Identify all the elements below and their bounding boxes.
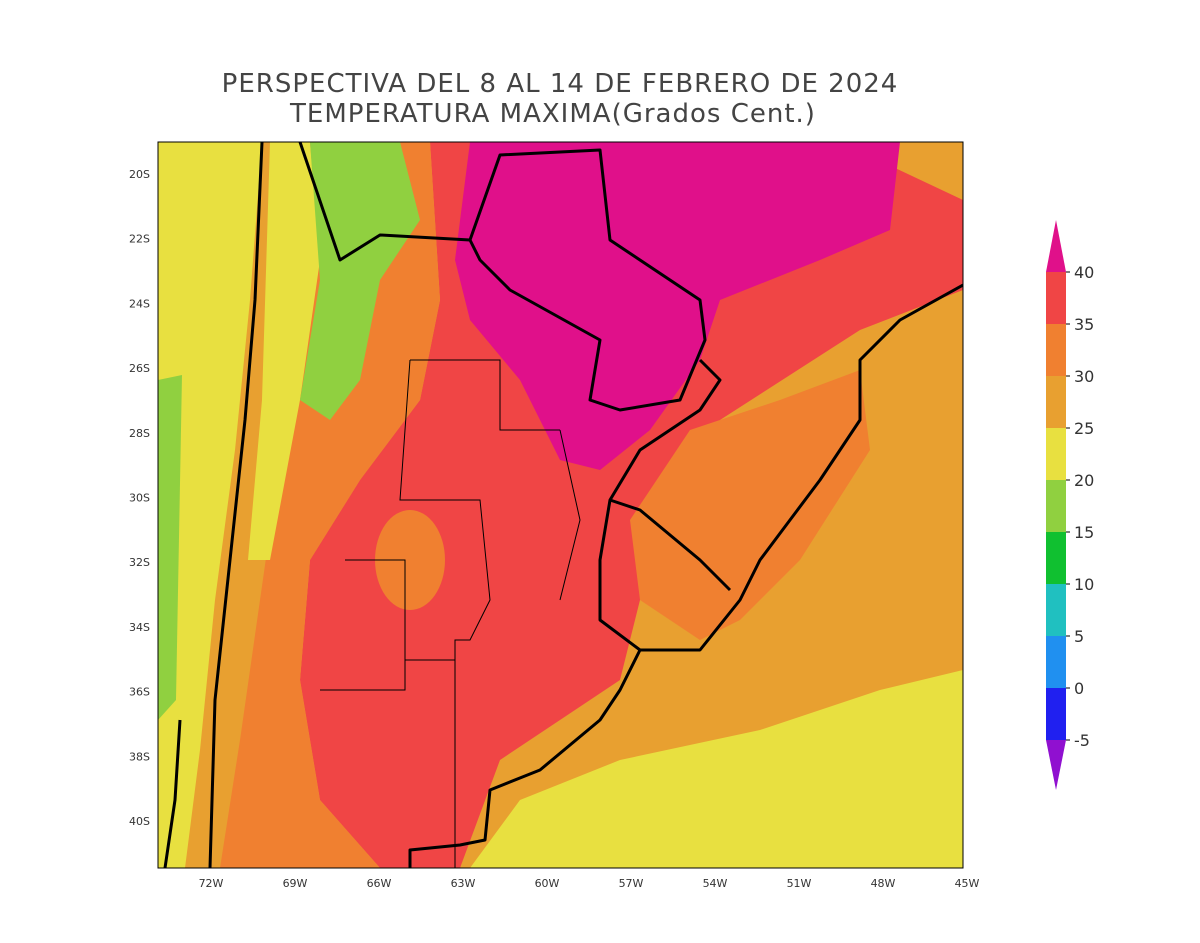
lon-label: 51W <box>787 877 812 890</box>
lat-label: 28S <box>129 427 150 440</box>
lat-label: 40S <box>129 815 150 828</box>
lat-label: 38S <box>129 750 150 763</box>
colorbar-triangle <box>1046 220 1066 272</box>
map-frame <box>157 141 964 869</box>
colorbar-label: -5 <box>1074 731 1090 750</box>
lat-label: 26S <box>129 362 150 375</box>
lon-label: 63W <box>451 877 476 890</box>
colorbar-label: 35 <box>1074 315 1094 334</box>
colorbar-label: 30 <box>1074 367 1094 386</box>
lon-label: 69W <box>283 877 308 890</box>
colorbar-segment <box>1046 272 1066 324</box>
colorbar-segment <box>1046 584 1066 636</box>
colorbar-label: 10 <box>1074 575 1094 594</box>
lat-label: 22S <box>129 233 150 246</box>
colorbar-label: 20 <box>1074 471 1094 490</box>
colorbar-segment <box>1046 532 1066 584</box>
title-line: PERSPECTIVA DEL 8 AL 14 DE FEBRERO DE 20… <box>222 69 899 99</box>
colorbar-segment <box>1046 324 1066 376</box>
lon-label: 54W <box>703 877 728 890</box>
lon-label: 45W <box>955 877 980 890</box>
lat-label: 34S <box>129 621 150 634</box>
colorbar-label: 15 <box>1074 523 1094 542</box>
colorbar-label: 40 <box>1074 263 1094 282</box>
colorbar-segment <box>1046 636 1066 688</box>
lon-label: 66W <box>367 877 392 890</box>
lat-label: 30S <box>129 492 150 505</box>
lat-label: 32S <box>129 556 150 569</box>
colorbar-segment <box>1046 376 1066 428</box>
map <box>158 142 963 868</box>
lon-label: 60W <box>535 877 560 890</box>
colorbar-segment <box>1046 688 1066 740</box>
colorbar-label: 0 <box>1074 679 1084 698</box>
title-line: TEMPERATURA MAXIMA(Grados Cent.) <box>289 99 816 129</box>
lat-label: 20S <box>129 168 150 181</box>
colorbar-segment <box>1046 428 1066 480</box>
colorbar-label: 25 <box>1074 419 1094 438</box>
colorbar-triangle <box>1046 740 1066 790</box>
colorbar-label: 5 <box>1074 627 1084 646</box>
lon-label: 57W <box>619 877 644 890</box>
lon-label: 72W <box>199 877 224 890</box>
lat-label: 24S <box>129 297 150 310</box>
lon-label: 48W <box>871 877 896 890</box>
colorbar-segment <box>1046 480 1066 532</box>
lat-label: 36S <box>129 686 150 699</box>
